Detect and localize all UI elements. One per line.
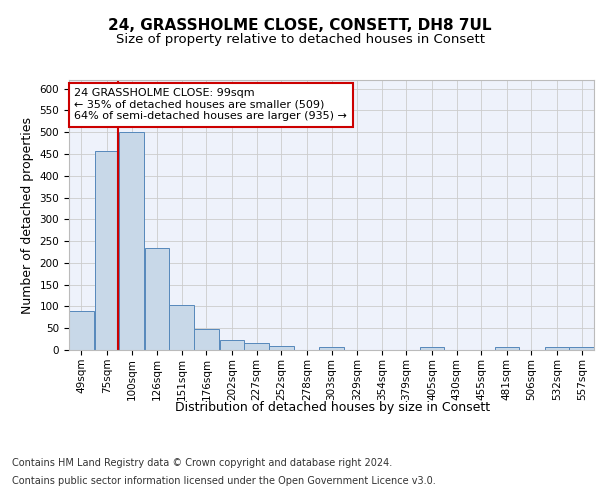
Text: Contains public sector information licensed under the Open Government Licence v3: Contains public sector information licen… — [12, 476, 436, 486]
Bar — [145, 248, 169, 350]
Text: 24 GRASSHOLME CLOSE: 99sqm
← 35% of detached houses are smaller (509)
64% of sem: 24 GRASSHOLME CLOSE: 99sqm ← 35% of deta… — [74, 88, 347, 122]
Text: 24, GRASSHOLME CLOSE, CONSETT, DH8 7UL: 24, GRASSHOLME CLOSE, CONSETT, DH8 7UL — [108, 18, 492, 32]
Text: Contains HM Land Registry data © Crown copyright and database right 2024.: Contains HM Land Registry data © Crown c… — [12, 458, 392, 468]
Bar — [269, 346, 293, 350]
Bar — [494, 348, 519, 350]
Bar — [69, 311, 94, 350]
Text: Distribution of detached houses by size in Consett: Distribution of detached houses by size … — [175, 401, 491, 414]
Y-axis label: Number of detached properties: Number of detached properties — [21, 116, 34, 314]
Bar — [319, 348, 344, 350]
Bar — [244, 344, 269, 350]
Bar — [545, 348, 569, 350]
Bar — [569, 348, 594, 350]
Text: Size of property relative to detached houses in Consett: Size of property relative to detached ho… — [115, 32, 485, 46]
Bar — [169, 305, 194, 350]
Bar — [194, 329, 219, 350]
Bar — [119, 132, 144, 350]
Bar — [220, 340, 244, 350]
Bar — [95, 151, 119, 350]
Bar — [419, 348, 444, 350]
